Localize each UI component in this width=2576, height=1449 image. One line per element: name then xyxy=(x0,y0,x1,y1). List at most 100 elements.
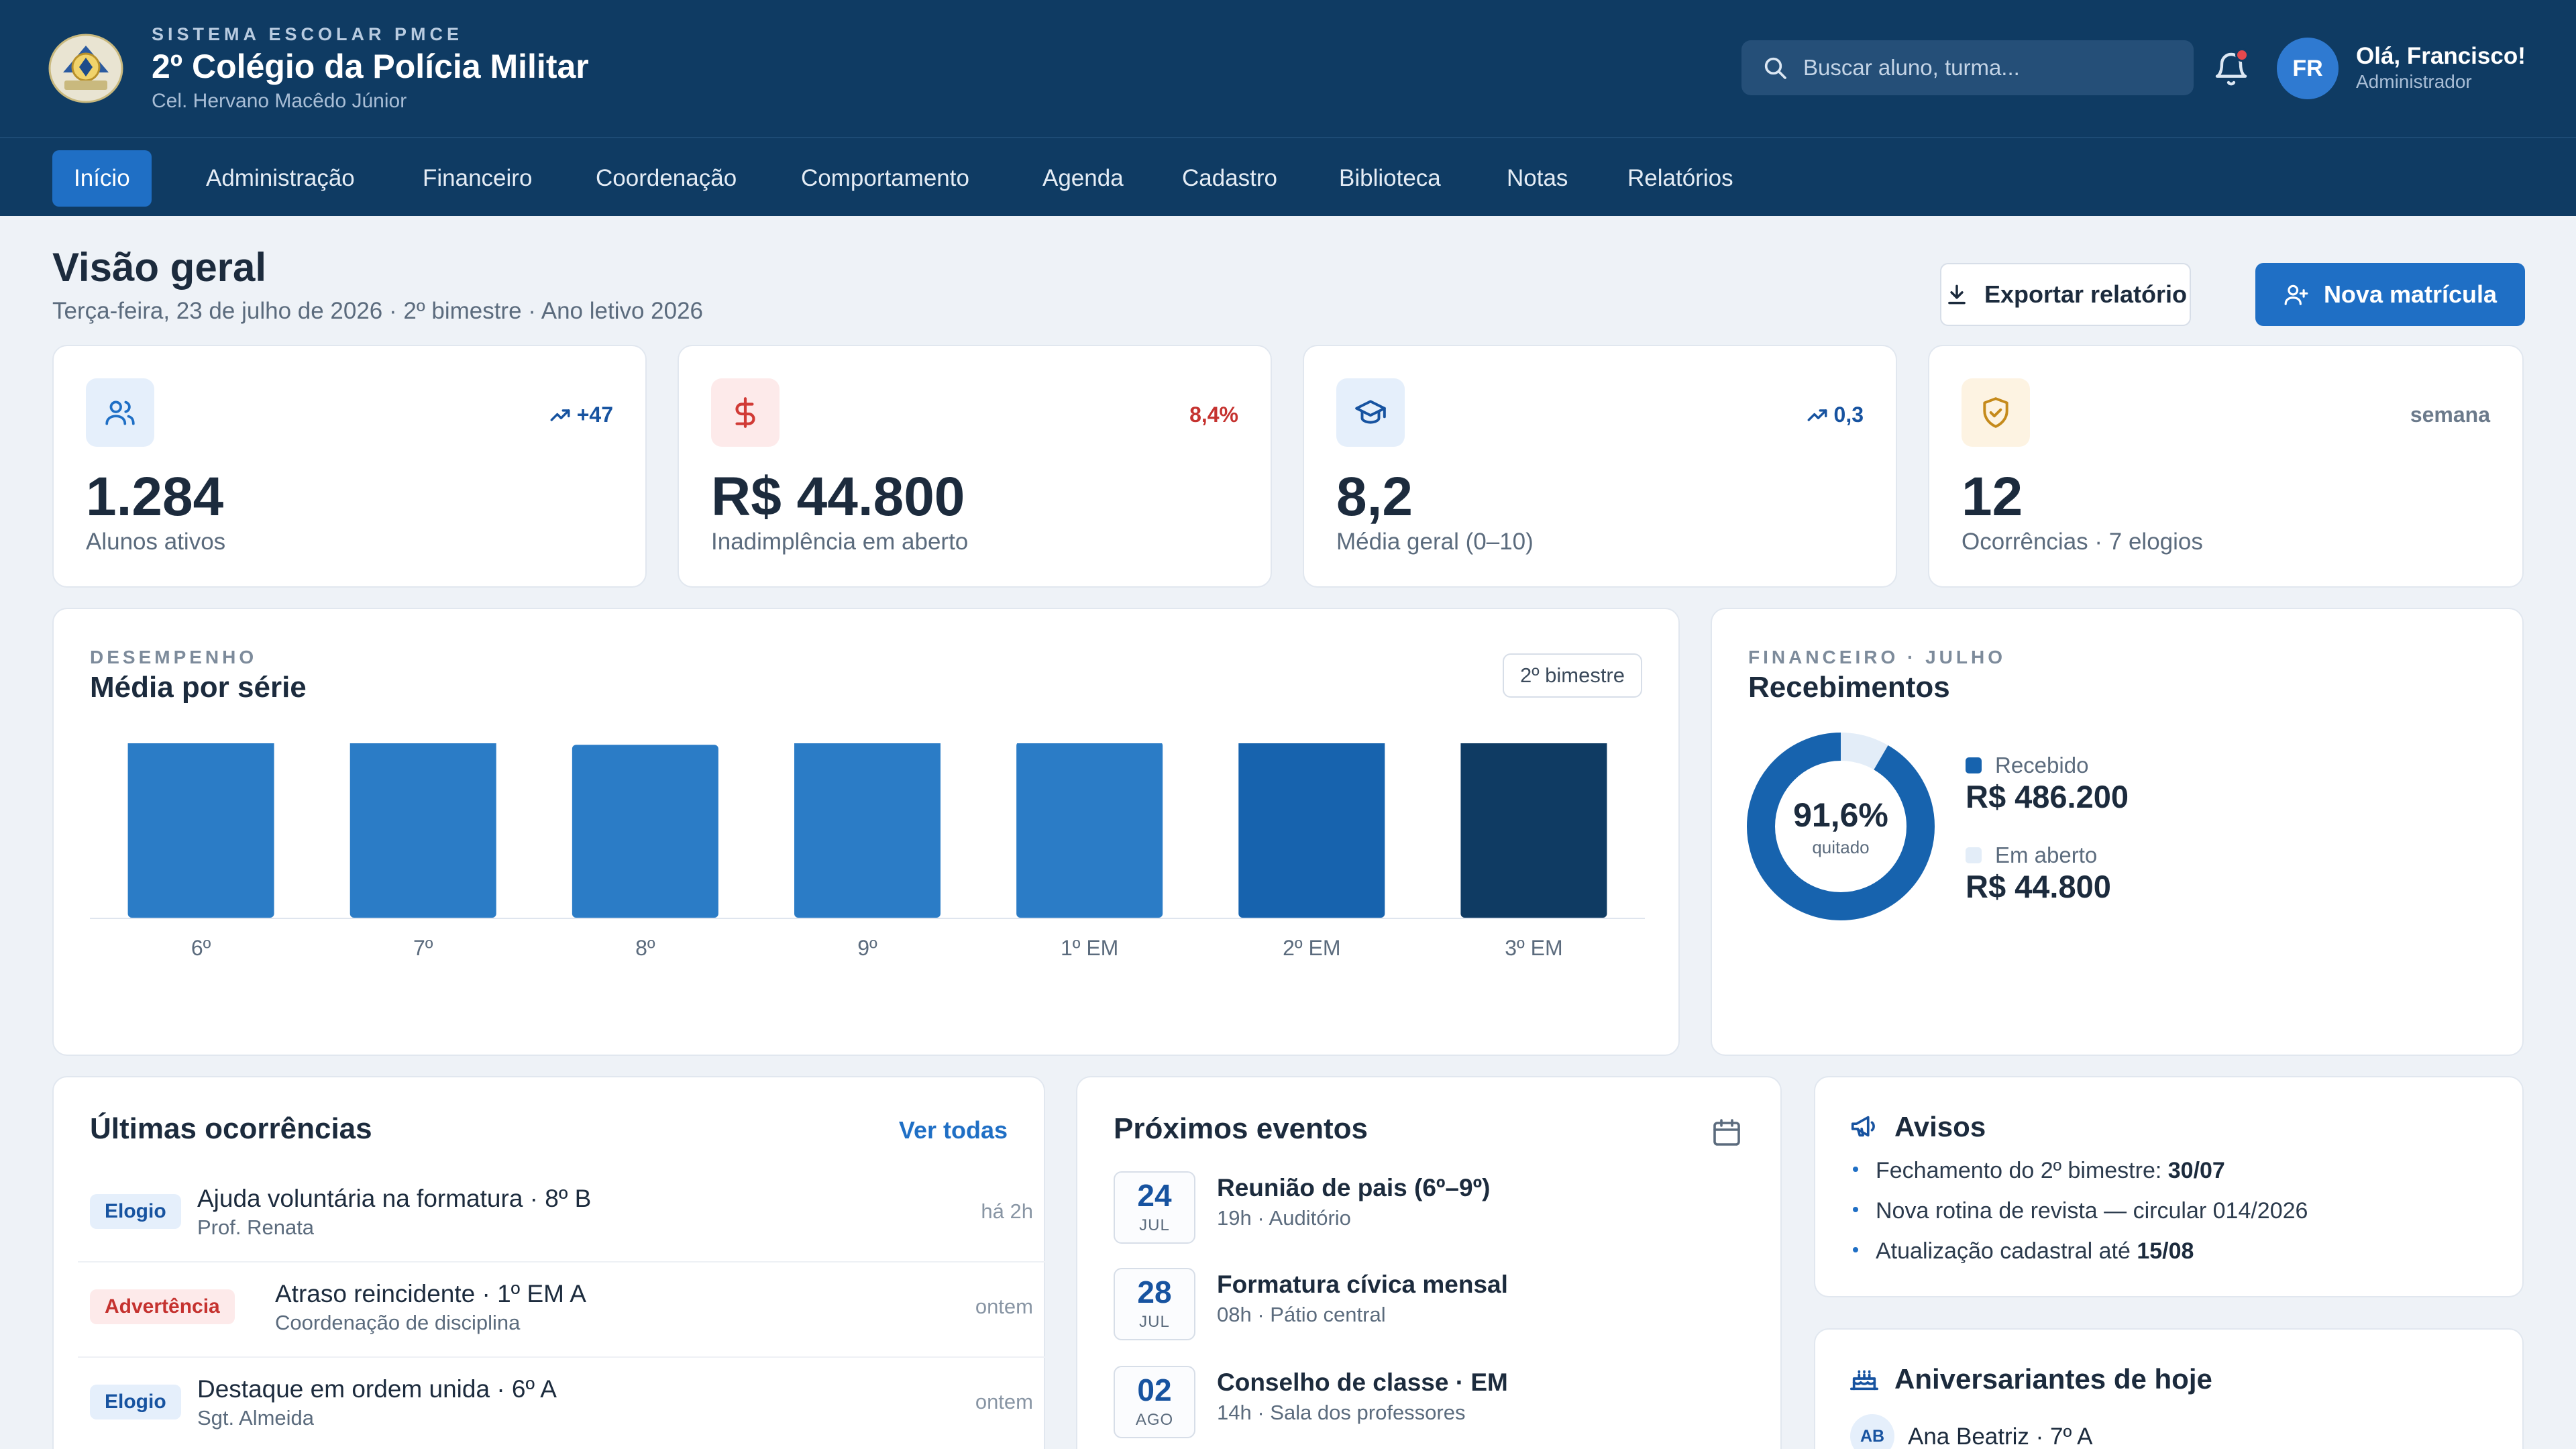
bar-category-label: 8º xyxy=(635,936,655,960)
top-header: SISTEMA ESCOLAR PMCE 2º Colégio da Políc… xyxy=(0,0,2576,137)
notifications-bell-icon[interactable] xyxy=(2212,48,2250,89)
stat-icon-box xyxy=(1336,378,1405,447)
user-plus-icon xyxy=(2284,284,2308,305)
user-greeting[interactable]: Olá, Francisco! xyxy=(2356,43,2526,69)
birthdays-title: Aniversariantes de hoje xyxy=(1894,1363,2212,1395)
event-meta: 19h · Auditório xyxy=(1217,1206,1351,1230)
performance-title: Média por série xyxy=(90,671,307,704)
legend-received-label: Recebido xyxy=(1995,753,2089,777)
event-item[interactable]: 02 AGO Conselho de classe · EM 14h · Sal… xyxy=(1114,1366,1744,1440)
bar-0[interactable] xyxy=(127,743,274,918)
search-input[interactable] xyxy=(1803,55,2179,80)
event-meta: 08h · Pátio central xyxy=(1217,1303,1386,1326)
stat-label: Alunos ativos xyxy=(86,529,226,555)
stat-trend: +47 xyxy=(549,402,613,427)
download-icon xyxy=(1948,284,1966,305)
event-month: JUL xyxy=(1139,1313,1170,1331)
nav-cadastro[interactable]: Cadastro xyxy=(1182,165,1278,191)
bar-1[interactable] xyxy=(350,743,496,918)
bullet xyxy=(1853,1207,1858,1213)
occurrence-badge-advertencia: Advertência xyxy=(90,1289,235,1324)
export-report-button[interactable]: Exportar relatório xyxy=(1940,263,2191,326)
stat-card-delinquency[interactable]: 8,4% R$ 44.800 Inadimplência em aberto xyxy=(678,345,1272,588)
event-month: JUL xyxy=(1139,1216,1170,1234)
stat-icon-box xyxy=(86,378,154,447)
occurrence-author: Prof. Renata xyxy=(197,1216,315,1239)
events-title: Próximos eventos xyxy=(1114,1112,1368,1145)
event-day: 28 xyxy=(1137,1275,1172,1309)
legend-open: Em aberto xyxy=(1966,843,2097,868)
notices-card: Avisos Fechamento do 2º bimestre: 30/07 … xyxy=(1814,1076,2524,1297)
stat-card-occurrences[interactable]: semana 12 Ocorrências · 7 elogios xyxy=(1928,345,2524,588)
trend-up-icon xyxy=(1807,409,1827,421)
notice-text: Nova rotina de revista — circular 014/20… xyxy=(1876,1198,2308,1224)
occurrence-item[interactable]: Advertência Atraso reincidente · 1º EM A… xyxy=(78,1263,1045,1358)
stat-value: 8,2 xyxy=(1336,466,1413,527)
stat-trend-value: 0,3 xyxy=(1833,402,1864,427)
bar-category-label: 9º xyxy=(857,936,877,960)
nav-administracao[interactable]: Administração xyxy=(206,165,355,191)
received-value: R$ 486.200 xyxy=(1966,779,2129,814)
megaphone-icon xyxy=(1851,1116,1875,1137)
performance-kicker: DESEMPENHO xyxy=(90,647,258,667)
occurrence-title: Ajuda voluntária na formatura · 8º B xyxy=(197,1185,592,1212)
donut-chart xyxy=(1747,733,1935,920)
school-subtitle: Cel. Hervano Macêdo Júnior xyxy=(152,90,407,112)
legend-received: Recebido xyxy=(1966,753,2088,778)
users-icon xyxy=(105,400,135,425)
occurrence-time: ontem xyxy=(975,1390,1033,1413)
stat-trend: 8,4% xyxy=(1189,402,1238,427)
page-title: Visão geral xyxy=(52,245,267,290)
graduation-cap-icon xyxy=(1355,400,1386,424)
calendar-icon[interactable] xyxy=(1711,1116,1743,1148)
event-meta: 14h · Sala dos professores xyxy=(1217,1401,1466,1424)
nav-coordenacao[interactable]: Coordenação xyxy=(596,165,737,191)
open-value: R$ 44.800 xyxy=(1966,869,2111,904)
cake-icon xyxy=(1850,1370,1878,1391)
search-box[interactable] xyxy=(1741,40,2194,95)
legend-swatch-open xyxy=(1966,847,1982,863)
birthday-avatar: AB xyxy=(1850,1414,1894,1449)
nav-comportamento[interactable]: Comportamento xyxy=(801,165,969,191)
events-card: Próximos eventos 24 JUL Reunião de pais … xyxy=(1076,1076,1782,1449)
stat-card-students[interactable]: +47 1.284 Alunos ativos xyxy=(52,345,647,588)
nav-notas[interactable]: Notas xyxy=(1507,165,1568,191)
new-enrollment-label: Nova matrícula xyxy=(2323,280,2498,308)
nav-biblioteca[interactable]: Biblioteca xyxy=(1339,165,1441,191)
notification-dot xyxy=(2235,48,2249,62)
stat-value: 12 xyxy=(1962,466,2023,527)
bar-6[interactable] xyxy=(1460,743,1607,918)
period-selector[interactable]: 2º bimestre xyxy=(1502,653,1642,698)
bar-2[interactable] xyxy=(572,745,718,918)
bar-5[interactable] xyxy=(1238,743,1385,918)
event-item[interactable]: 24 JUL Reunião de pais (6º–9º) 19h · Aud… xyxy=(1114,1171,1744,1245)
nav-relatorios[interactable]: Relatórios xyxy=(1627,165,1733,191)
system-kicker: SISTEMA ESCOLAR PMCE xyxy=(152,24,464,44)
stat-trend: 0,3 xyxy=(1806,402,1864,427)
event-title: Formatura cívica mensal xyxy=(1217,1271,1508,1298)
trend-up-icon xyxy=(550,409,570,421)
new-enrollment-button[interactable]: Nova matrícula xyxy=(2255,263,2525,326)
nav-agenda[interactable]: Agenda xyxy=(1042,165,1124,191)
event-item[interactable]: 28 JUL Formatura cívica mensal 08h · Pát… xyxy=(1114,1268,1744,1342)
finance-card: FINANCEIRO · JULHO Recebimentos 91,6% qu… xyxy=(1711,608,2524,1056)
bar-3[interactable] xyxy=(794,743,941,918)
nav-financeiro[interactable]: Financeiro xyxy=(423,165,533,191)
event-day: 02 xyxy=(1137,1373,1172,1407)
user-avatar[interactable]: FR xyxy=(2277,38,2339,99)
occurrence-time: há 2h xyxy=(981,1199,1033,1223)
see-all-link[interactable]: Ver todas xyxy=(898,1116,1008,1144)
occurrence-item[interactable]: Elogio Destaque em ordem unida · 6º A Sg… xyxy=(78,1358,1045,1449)
birthday-name[interactable]: Ana Beatriz · 7º A xyxy=(1908,1424,2093,1449)
export-report-label: Exportar relatório xyxy=(1984,280,2188,308)
legend-swatch-received xyxy=(1966,757,1982,773)
nav-inicio[interactable]: Início xyxy=(52,150,152,207)
donut-center-label: quitado xyxy=(1812,837,1870,857)
user-role: Administrador xyxy=(2356,71,2472,92)
occurrence-item[interactable]: Elogio Ajuda voluntária na formatura · 8… xyxy=(78,1167,1045,1263)
occurrence-badge-elogio: Elogio xyxy=(90,1385,181,1419)
bar-4[interactable] xyxy=(1016,743,1163,918)
event-day: 24 xyxy=(1137,1178,1172,1213)
stat-card-average[interactable]: 0,3 8,2 Média geral (0–10) xyxy=(1303,345,1897,588)
notices-title: Avisos xyxy=(1894,1111,1986,1142)
